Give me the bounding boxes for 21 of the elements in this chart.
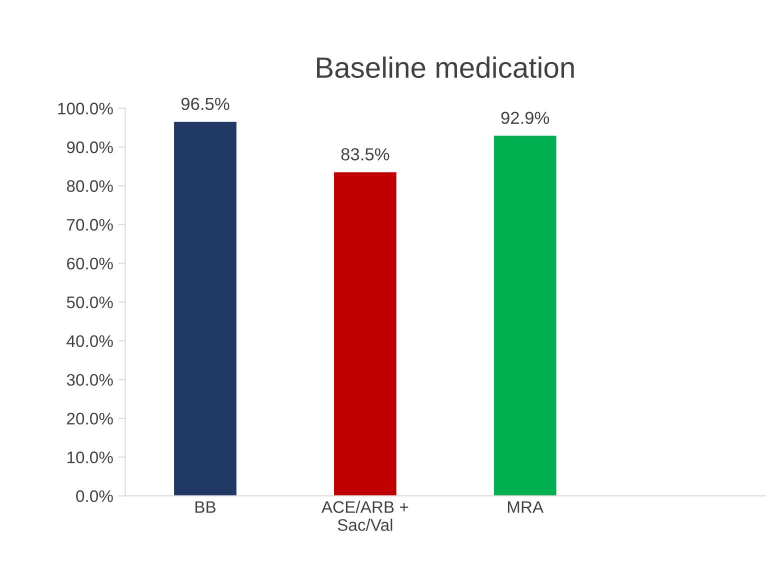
y-tick-label: 90.0% xyxy=(67,141,113,154)
y-tick-label: 30.0% xyxy=(66,374,113,386)
data-label: 92.9% xyxy=(501,112,550,124)
x-tick-label: MRA xyxy=(508,501,544,513)
bar xyxy=(174,122,236,496)
y-tick-label: 20.0% xyxy=(67,412,113,425)
bar xyxy=(494,136,556,496)
x-tick-label: BB xyxy=(195,501,216,513)
y-tick-label: 80.0% xyxy=(66,180,113,192)
y-tick-label: 40.0% xyxy=(66,335,113,348)
data-label: 96.5% xyxy=(181,98,230,110)
y-tick-label: 10.0% xyxy=(67,452,113,464)
y-tick-label: 0.0% xyxy=(76,490,113,502)
y-tick-label: 100.0% xyxy=(58,102,113,114)
y-tick-label: 60.0% xyxy=(67,258,113,270)
bar xyxy=(334,172,396,496)
y-tick-label: 70.0% xyxy=(67,218,113,231)
data-label: 83.5% xyxy=(341,148,390,160)
x-tick-label: ACE/ARB + Sac/Val xyxy=(321,500,408,531)
chart-title: Baseline medication xyxy=(317,56,574,78)
y-tick-label: 50.0% xyxy=(66,296,113,308)
